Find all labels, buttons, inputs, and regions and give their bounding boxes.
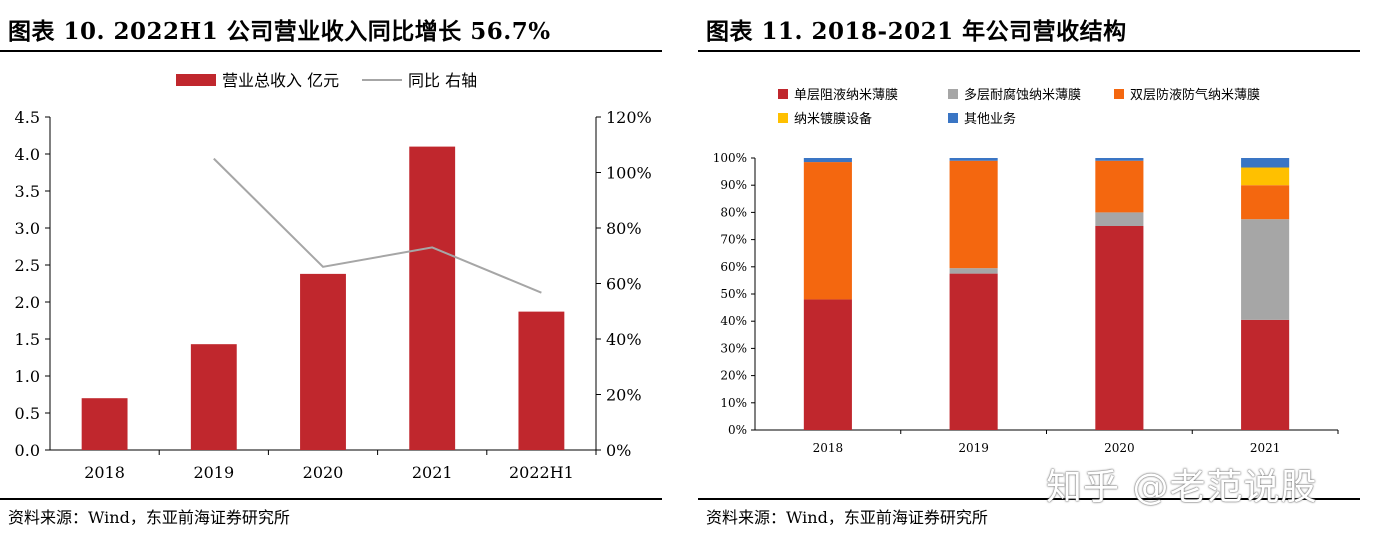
y-tick-label: 10% (720, 396, 747, 410)
legend-swatch (948, 89, 958, 99)
y-tick-label: 50% (720, 287, 747, 301)
x-tick-label: 2020 (1104, 441, 1135, 455)
stack-segment (1095, 226, 1144, 430)
legend-label: 其他业务 (964, 111, 1016, 127)
x-tick-label: 2018 (813, 441, 844, 455)
left-source-note: 资料来源：Wind，东亚前海证券研究所 (8, 508, 290, 527)
right-source-note: 资料来源：Wind，东亚前海证券研究所 (706, 508, 988, 527)
y-tick-label: 3.5 (15, 182, 40, 201)
y-tick-label: 40% (720, 314, 747, 328)
stack-segment (1241, 319, 1290, 430)
stack-segment (803, 162, 852, 300)
y-tick-label: 70% (720, 233, 747, 247)
revenue-bar (81, 398, 128, 450)
legend-swatch (778, 89, 788, 99)
stack-segment (1241, 158, 1290, 168)
y-tick-label: 90% (720, 178, 747, 192)
yoy-line (213, 157, 542, 294)
legend-label-revenue: 营业总收入 亿元 (222, 71, 339, 90)
left-source-rule (0, 498, 662, 500)
stack-segment (1095, 160, 1144, 213)
right-chart-title: 图表 11. 2018-2021 年公司营收结构 (706, 18, 1127, 45)
x-tick-label: 2019 (193, 463, 234, 482)
legend-swatch (778, 113, 788, 123)
y-tick-label: 100% (713, 151, 747, 165)
y-tick-label: 60% (720, 260, 747, 274)
stack-segment (1241, 167, 1290, 186)
y-tick-label: 3.0 (15, 219, 40, 238)
legend-swatch-revenue (176, 74, 216, 86)
revenue-bar (409, 146, 456, 450)
left-chart-title: 图表 10. 2022H1 公司营业收入同比增长 56.7% (8, 18, 551, 45)
right-chart-panel: 图表 11. 2018-2021 年公司营收结构 单层阻液纳米薄膜 多层耐腐蚀纳米… (698, 0, 1379, 538)
y-tick-label: 80% (720, 205, 747, 219)
y2-tick-label: 40% (606, 330, 642, 349)
watermark-text: 知乎 @老范说股 (1046, 467, 1318, 508)
y-tick-label: 30% (720, 341, 747, 355)
x-tick-label: 2021 (412, 463, 453, 482)
stack-segment (949, 273, 998, 430)
stack-segment (1241, 185, 1290, 220)
y2-tick-label: 60% (606, 275, 642, 294)
legend-swatch (1114, 89, 1124, 99)
revenue-bar (518, 311, 565, 450)
x-tick-label: 2022H1 (509, 463, 574, 482)
stack-segment (803, 158, 852, 163)
y-tick-label: 1.0 (15, 367, 40, 386)
x-tick-label: 2021 (1250, 441, 1281, 455)
x-tick-label: 2018 (84, 463, 125, 482)
stack-segment (803, 299, 852, 430)
stack-segment (1095, 158, 1144, 161)
left-chart-panel: 图表 10. 2022H1 公司营业收入同比增长 56.7% 营业总收入 亿元 同… (0, 0, 668, 538)
y-tick-label: 20% (720, 369, 747, 383)
legend-label: 双层防液防气纳米薄膜 (1130, 87, 1260, 103)
stack-segment (1095, 212, 1144, 226)
legend-swatch (948, 113, 958, 123)
y-tick-label: 0.5 (15, 404, 40, 423)
y2-tick-label: 0% (606, 441, 631, 460)
left-title-rule (0, 50, 662, 52)
x-tick-label: 2020 (303, 463, 344, 482)
legend-label: 多层耐腐蚀纳米薄膜 (964, 87, 1081, 103)
y2-tick-label: 80% (606, 219, 642, 238)
legend-label: 单层阻液纳米薄膜 (794, 88, 898, 103)
legend-label: 纳米镀膜设备 (794, 111, 872, 127)
stack-segment (1241, 219, 1290, 320)
stack-segment (949, 160, 998, 269)
right-source-rule (698, 498, 1360, 500)
legend-label-yoy: 同比 右轴 (408, 71, 477, 90)
y2-tick-label: 100% (606, 164, 652, 183)
right-title-rule (698, 50, 1360, 52)
y-tick-label: 0.0 (15, 441, 40, 460)
stack-segment (949, 158, 998, 161)
revenue-chart: 营业总收入 亿元 同比 右轴 0.0 0.5 1.0 1.5 2.0 2.5 3.0 3.5 4.0… (15, 71, 652, 482)
y2-tick-label: 120% (606, 108, 652, 127)
y-tick-label: 2.5 (15, 256, 40, 275)
x-tick-label: 2019 (958, 441, 989, 455)
revenue-bar (190, 344, 237, 450)
y2-tick-label: 20% (606, 386, 642, 405)
y-tick-label: 0% (728, 423, 747, 437)
y-tick-label: 4.0 (15, 145, 40, 164)
y-tick-label: 1.5 (15, 330, 40, 349)
stack-segment (949, 268, 998, 274)
revenue-bar (300, 273, 346, 450)
y-tick-label: 4.5 (15, 108, 40, 127)
y-tick-label: 2.0 (15, 293, 40, 312)
